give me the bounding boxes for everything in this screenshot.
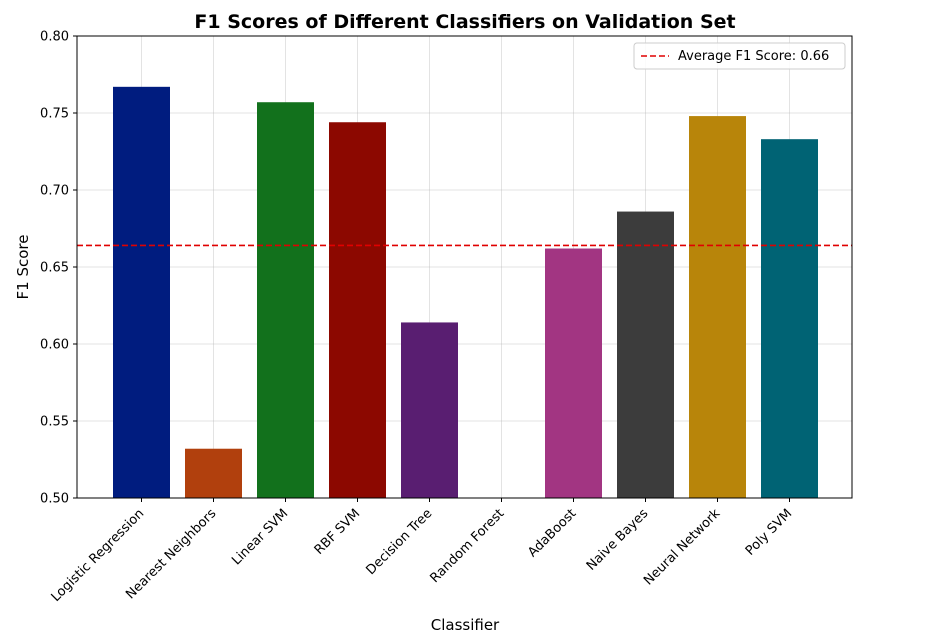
y-tick-label: 0.65 xyxy=(40,261,69,276)
y-axis-ticks: 0.50 0.55 0.60 0.65 0.70 0.75 0.80 xyxy=(40,30,77,507)
legend-box xyxy=(633,42,846,70)
y-tick-label: 0.75 xyxy=(40,107,69,122)
x-tick-label: Naive Bayes xyxy=(584,506,652,574)
x-tick-label: Neural Network xyxy=(641,506,724,589)
bar xyxy=(545,248,602,498)
y-tick-label: 0.80 xyxy=(40,30,69,45)
legend-label: Average F1 Score: 0.66 xyxy=(678,49,829,64)
bar xyxy=(401,322,458,498)
y-tick-label: 0.55 xyxy=(40,415,69,430)
x-tick-label: Random Forest xyxy=(428,506,508,586)
y-tick-label: 0.60 xyxy=(40,338,69,353)
bar xyxy=(761,139,818,498)
y-tick-label: 0.70 xyxy=(40,184,69,199)
x-tick-label: Linear SVM xyxy=(229,506,291,568)
y-tick-label: 0.50 xyxy=(40,492,69,507)
x-axis-label: Classifier xyxy=(431,616,500,634)
bar xyxy=(257,102,314,498)
x-tick-label: Decision Tree xyxy=(364,506,436,578)
y-axis-label: F1 Score xyxy=(14,235,32,300)
x-tick-label: RBF SVM xyxy=(312,506,364,558)
bars xyxy=(113,86,818,499)
chart-title: F1 Scores of Different Classifiers on Va… xyxy=(194,11,735,33)
bar xyxy=(617,211,674,498)
bar xyxy=(113,86,170,498)
bar xyxy=(689,116,746,498)
bar xyxy=(185,448,242,498)
legend: Average F1 Score: 0.66 xyxy=(633,42,846,70)
bar xyxy=(329,122,386,499)
x-tick-label: Poly SVM xyxy=(743,506,795,558)
x-tick-label: AdaBoost xyxy=(525,506,579,560)
